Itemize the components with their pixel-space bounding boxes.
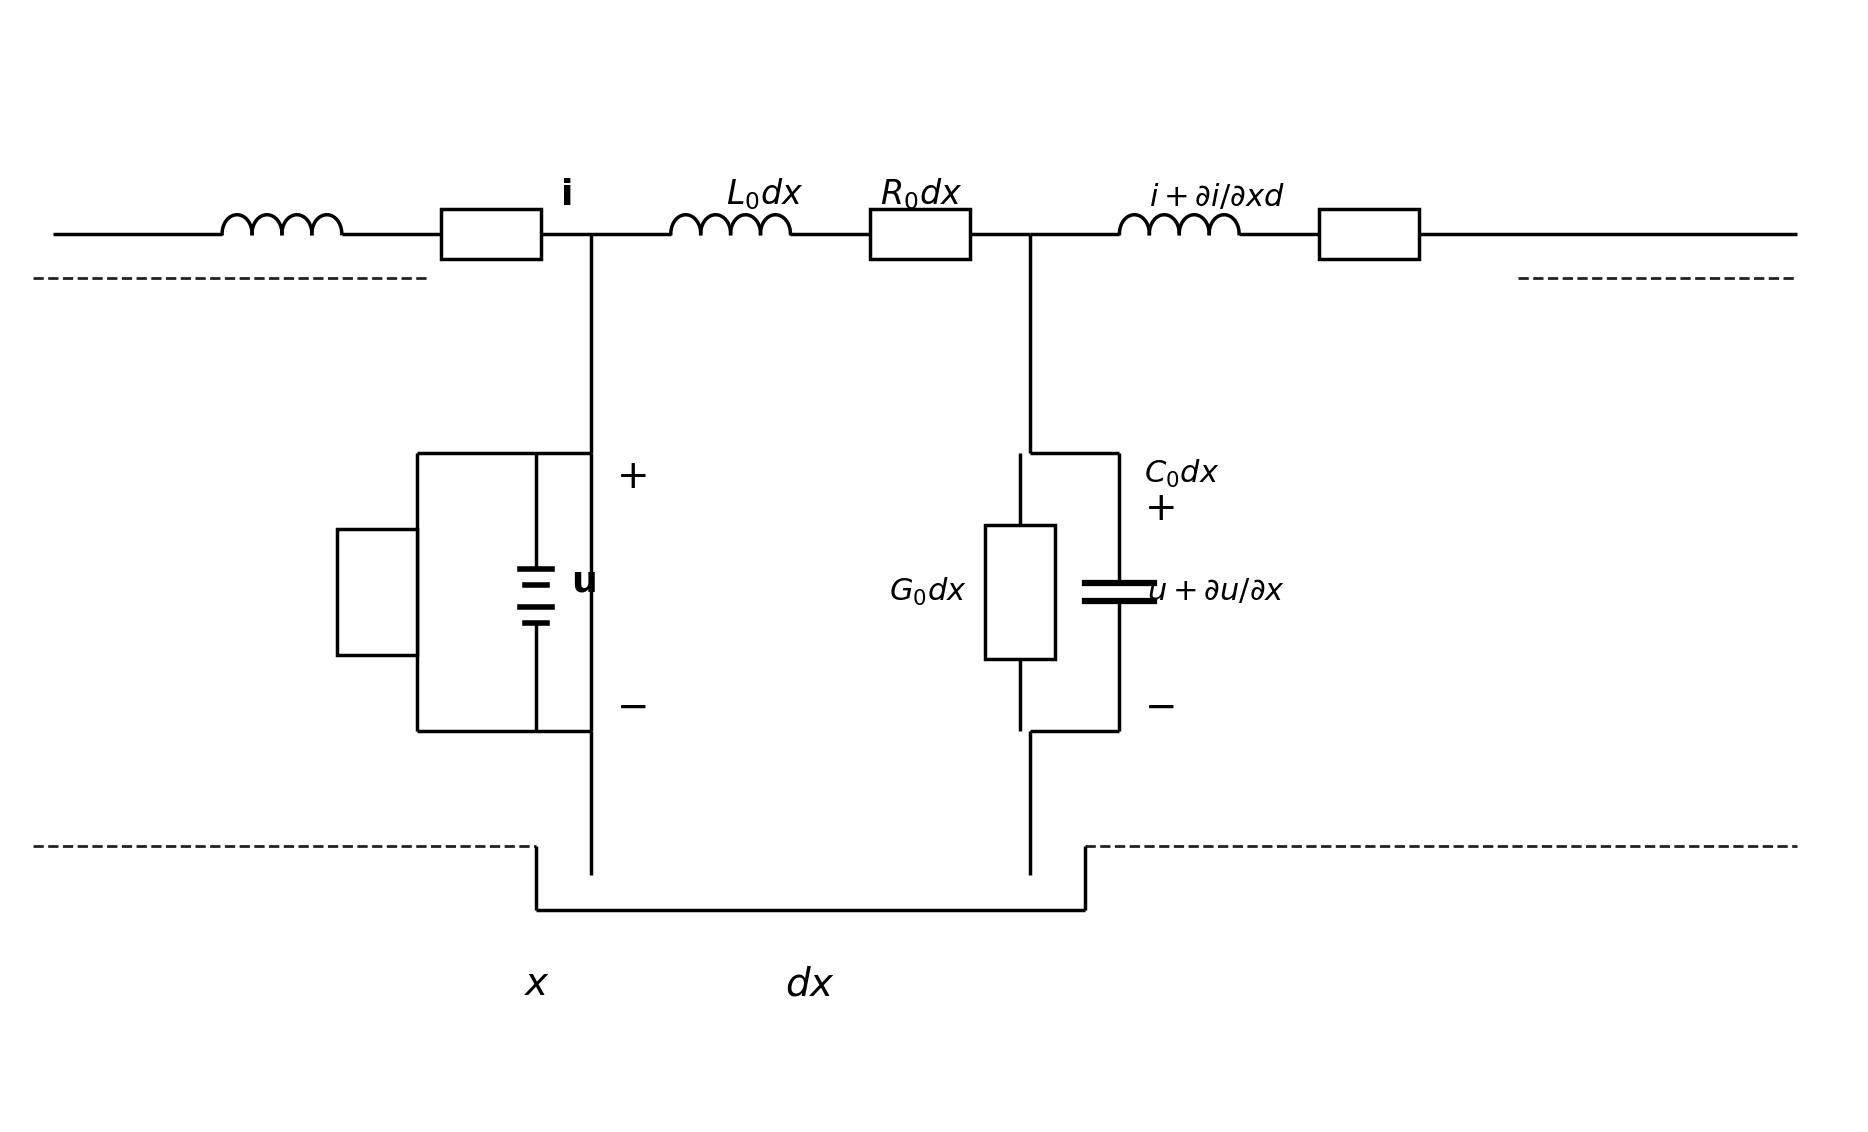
Text: $u + \partial u / \partial x$: $u + \partial u / \partial x$ (1147, 577, 1285, 607)
Text: $x$: $x$ (523, 966, 549, 1003)
Text: $C_0dx$: $C_0dx$ (1145, 457, 1220, 490)
Text: $\mathbf{u}$: $\mathbf{u}$ (572, 565, 596, 599)
Bar (870, 208, 969, 258)
Text: $-$: $-$ (616, 688, 646, 727)
Text: i: i (560, 178, 573, 212)
Text: $+$: $+$ (1145, 490, 1175, 529)
Bar (441, 208, 542, 258)
Text: $R_0dx$: $R_0dx$ (880, 177, 962, 212)
Text: $i+\partial i/\partial xd$: $i+\partial i/\partial xd$ (1149, 182, 1285, 212)
Bar (984, 525, 1055, 659)
Bar (1319, 208, 1418, 258)
Text: $G_0dx$: $G_0dx$ (889, 576, 968, 608)
Text: $dx$: $dx$ (785, 966, 835, 1003)
Text: $+$: $+$ (616, 457, 646, 496)
Text: $L_0dx$: $L_0dx$ (725, 177, 803, 212)
Bar (336, 529, 417, 654)
Text: $-$: $-$ (1145, 688, 1175, 727)
